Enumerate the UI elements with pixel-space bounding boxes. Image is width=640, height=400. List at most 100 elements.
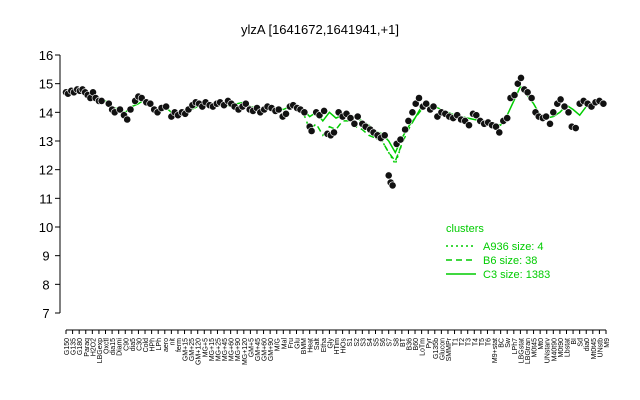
data-point [411, 99, 420, 108]
x-tick-label: MG+45 [222, 338, 229, 361]
x-tick-label: T5 [479, 338, 486, 346]
data-point [472, 111, 481, 120]
x-tick-label: dia15 [110, 338, 117, 355]
x-tick-label: MG+15 [209, 338, 216, 361]
x-tick-label: MG+60 [229, 338, 236, 361]
data-point [241, 99, 250, 108]
x-tick-label: M9+stat [492, 338, 499, 363]
x-tick-label: GM+45 [255, 338, 262, 361]
data-point [571, 124, 580, 133]
x-tick-label: Sw [505, 337, 512, 348]
x-tick-label: C30 [136, 338, 143, 351]
data-point [274, 105, 283, 114]
x-tick-label: H2O2 [90, 338, 97, 356]
legend-entry-label: C3 size: 1383 [483, 269, 550, 281]
x-tick-label: T6 [485, 338, 492, 346]
x-tick-label: M9 [604, 338, 611, 348]
x-tick-label: GM+120 [196, 338, 203, 365]
x-tick-label: HiOs [341, 338, 348, 354]
data-point [388, 181, 397, 190]
x-tick-label: LBGexp [97, 338, 104, 363]
data-point [162, 102, 170, 111]
x-tick-label: GM+60 [262, 338, 269, 361]
x-tick-label: M0t90 [558, 338, 565, 358]
x-tick-label: G135b [433, 338, 440, 359]
data-point [320, 107, 328, 115]
x-tick-label: HPh [150, 338, 157, 352]
data-point [126, 105, 135, 114]
x-tick-label: S8 [393, 338, 400, 347]
data-point [527, 94, 536, 102]
legend-entry-label: B6 size: 38 [483, 255, 537, 267]
data-point [384, 171, 393, 180]
x-tick-label: HTim [334, 338, 341, 355]
y-tick-label: 12 [39, 163, 53, 178]
x-tick-label: Pyr [426, 337, 433, 348]
data-point [564, 108, 573, 117]
x-tick-label: Etha [321, 338, 328, 353]
x-tick-label: GM+90 [268, 338, 275, 361]
x-tick-label: M/G [275, 338, 282, 351]
x-tick-label: MG+5 [202, 338, 209, 357]
data-point [353, 112, 362, 121]
x-tick-label: MG+25 [215, 338, 222, 361]
x-tick-label: GM+25 [189, 338, 196, 361]
x-tick-label: SMMPr [446, 337, 453, 361]
legend-entry-label: A936 size: 4 [483, 241, 544, 253]
data-point [599, 99, 608, 108]
x-tick-label: Oxctl [104, 338, 111, 354]
cluster-line-b6 [302, 109, 423, 163]
data-point [517, 74, 525, 82]
y-tick-label: 9 [42, 249, 49, 264]
data-point [549, 108, 558, 117]
x-tick-label: aero [163, 338, 170, 352]
y-tick-label: 8 [42, 277, 49, 292]
x-tick-label: Paraq [84, 338, 91, 357]
data-point [510, 91, 519, 99]
x-tick-label: BC [499, 338, 506, 348]
legend-title: clusters [446, 223, 484, 235]
chart-title: ylzA [1641672,1641941,+1] [241, 22, 399, 37]
x-tick-label: Gly [327, 338, 334, 349]
x-tick-label: LBGtran [525, 338, 532, 364]
x-tick-label: T1 [453, 338, 460, 346]
data-point [404, 117, 413, 125]
cluster-lines [66, 85, 607, 166]
cluster-line-a936 [375, 137, 403, 166]
x-tick-label: dia5 [130, 338, 137, 351]
x-tick-label: C90 [123, 338, 130, 351]
x-tick-label: G150 [64, 338, 71, 355]
data-point [542, 112, 550, 121]
x-tick-label: T3 [466, 338, 473, 346]
x-tick-label: S6 [380, 338, 387, 347]
x-tick-label: S2 [354, 338, 361, 347]
x-tick-label: T2 [459, 338, 466, 346]
data-points [62, 74, 608, 190]
data-point [396, 135, 405, 144]
data-point [546, 119, 554, 128]
x-tick-label: M0t45 [532, 338, 539, 358]
x-tick-label: Mal [281, 338, 288, 350]
x-tick-label: LoTm [420, 338, 427, 356]
x-tick-label: G135 [71, 338, 78, 355]
x-tick-label: dia0 [584, 338, 591, 351]
x-tick-label: Glu [294, 338, 301, 349]
x-tick-label: Lbstat [564, 338, 571, 357]
x-tick-label: MG+120 [242, 338, 249, 365]
x-tick-label: G180 [77, 338, 84, 355]
x-tick-label: LBGstat [518, 338, 525, 363]
data-point [330, 128, 338, 137]
x-tick-label: S7 [387, 338, 394, 347]
cluster-line-c3 [66, 85, 607, 155]
y-tick-label: 13 [39, 134, 53, 149]
x-tick-label: T4 [472, 338, 479, 346]
x-tick-label: UNstb [597, 338, 604, 358]
data-point [415, 94, 423, 102]
data-point [560, 102, 569, 111]
data-point [350, 119, 359, 128]
x-tick-label: S4 [367, 338, 374, 347]
x-tick-label: M40t90 [551, 338, 558, 361]
legend: clusters A936 size: 4 B6 size: 38 C3 size:… [446, 223, 550, 281]
data-point [556, 95, 565, 104]
